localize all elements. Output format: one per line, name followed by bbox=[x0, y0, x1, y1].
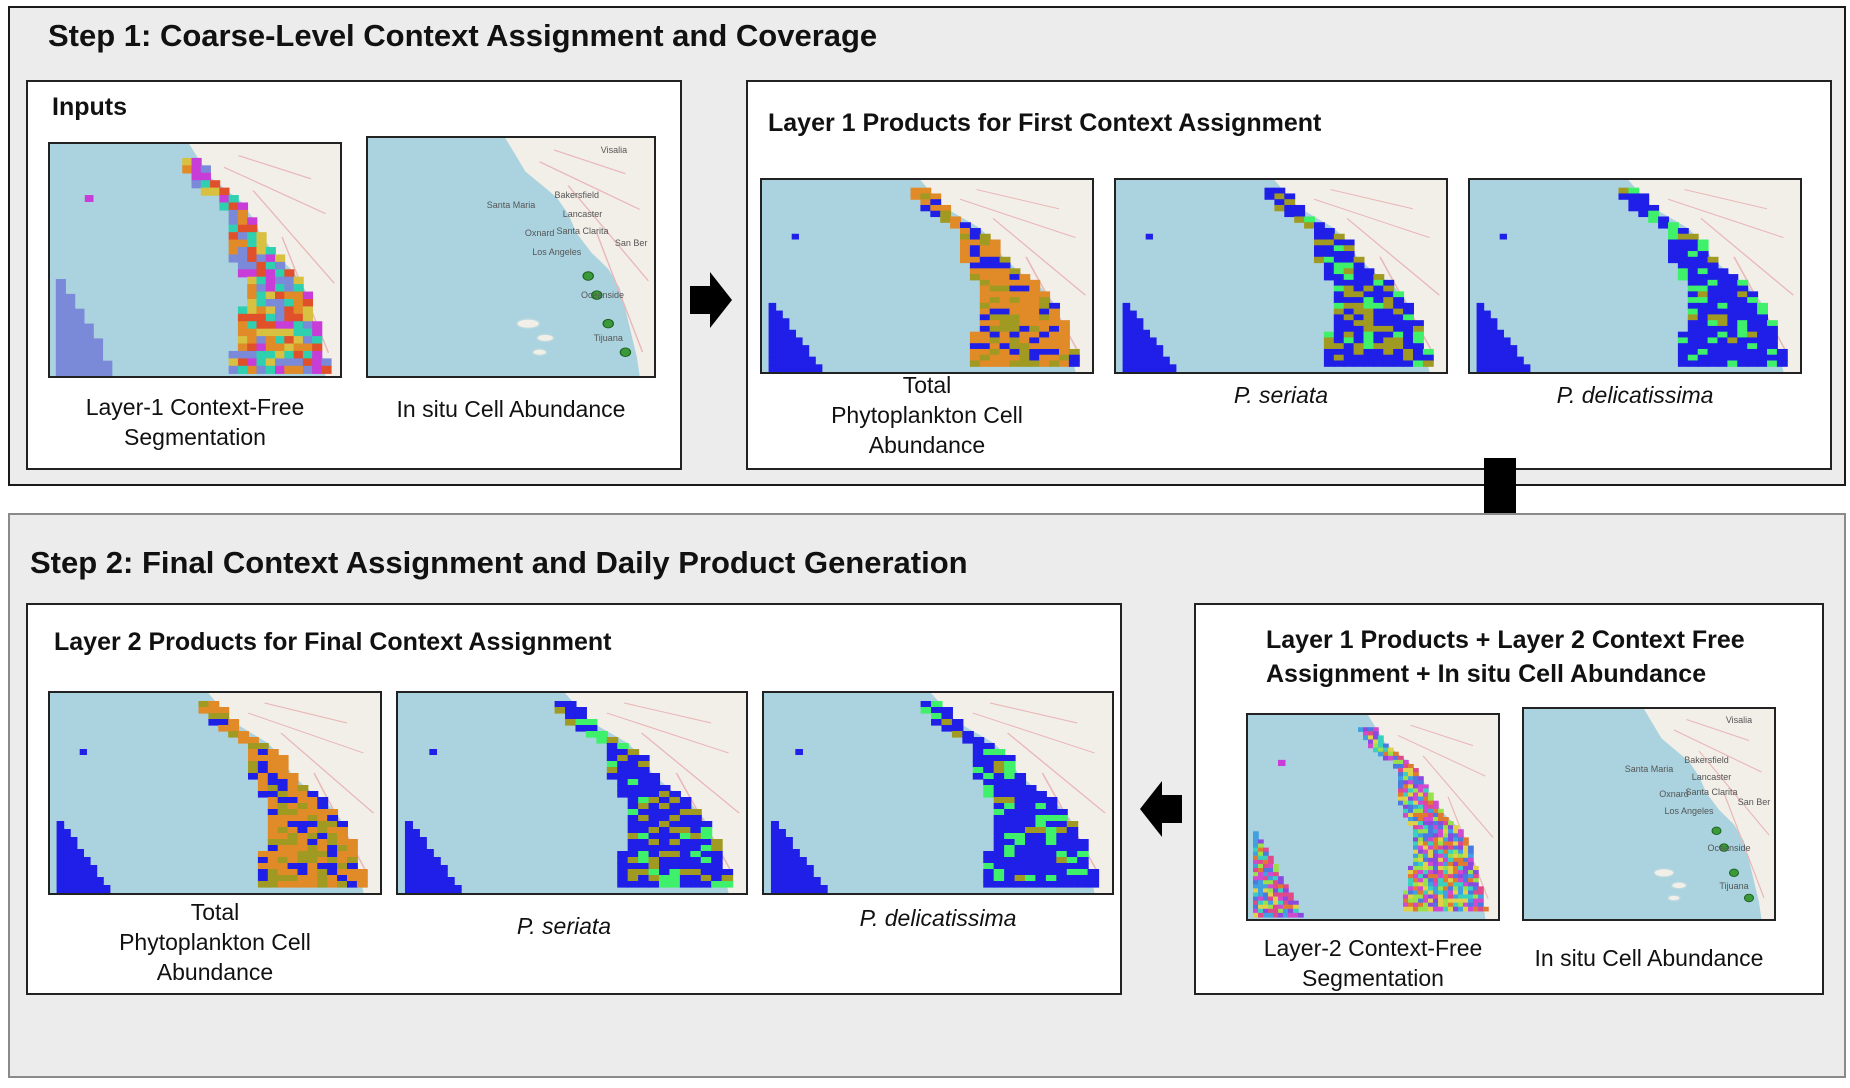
map-place-label: Lancaster bbox=[1691, 772, 1732, 782]
map-place-label: Visalia bbox=[600, 145, 628, 156]
layer1-segmentation-map bbox=[48, 142, 342, 378]
map-place-label: Santa Clarita bbox=[556, 226, 609, 237]
insitu-abundance-map: Visalia Santa Maria Bakersfield Lancaster Ox… bbox=[366, 136, 656, 378]
map-place-label: Oxnard bbox=[1659, 788, 1689, 799]
map-place-label: Oxnard bbox=[524, 228, 555, 239]
map-place-label: Tijuana bbox=[1719, 881, 1749, 892]
step1-title: Step 1: Coarse-Level Context Assignment … bbox=[48, 18, 878, 53]
map-place-label: Los Angeles bbox=[1664, 805, 1714, 816]
layer1-delicatissima-caption: P. delicatissima bbox=[1556, 382, 1714, 408]
map-place-label: San Ber bbox=[614, 237, 648, 248]
layer1-segmentation-caption: Layer-1 Context-Free Segmentation bbox=[85, 394, 305, 450]
layer1-seriata-map bbox=[1114, 178, 1448, 374]
map-place-label: Santa Maria bbox=[486, 199, 536, 210]
layer2-seriata-caption: P. seriata bbox=[516, 913, 612, 939]
insitu-abundance-caption: In situ Cell Abundance bbox=[396, 396, 626, 422]
inputs-panel-title: Inputs bbox=[52, 93, 127, 121]
combined-inputs-panel: Layer 1 Products + Layer 2 Context Free … bbox=[1194, 603, 1824, 995]
layer2-segmentation-caption: Layer-2 Context-Free Segmentation bbox=[1263, 935, 1483, 991]
layer2-products-title: Layer 2 Products for Final Context Assig… bbox=[54, 628, 612, 656]
step2-title: Step 2: Final Context Assignment and Dai… bbox=[30, 545, 968, 580]
layer2-products-panel: Layer 2 Products for Final Context Assig… bbox=[26, 603, 1122, 995]
combined-insitu-abundance-map: Visalia Santa Maria Bakersfield Lancaster Ox… bbox=[1522, 707, 1776, 921]
layer1-total-abundance-caption: Total Phytoplankton Cell Abundance bbox=[831, 372, 1023, 458]
layer2-segmentation-map bbox=[1246, 713, 1500, 921]
map-place-label: Bakersfield bbox=[554, 190, 600, 201]
arrow-right-icon bbox=[686, 270, 736, 330]
map-place-label: Bakersfield bbox=[1684, 755, 1729, 766]
inputs-panel: Inputs Layer-1 Context-Free Segmentation… bbox=[26, 80, 682, 470]
layer2-total-abundance-caption: Total Phytoplankton Cell Abundance bbox=[119, 899, 311, 985]
step2-container: Step 2: Final Context Assignment and Dai… bbox=[8, 513, 1846, 1078]
layer1-delicatissima-map bbox=[1468, 178, 1802, 374]
combined-inputs-title-line2: Assignment + In situ Cell Abundance bbox=[1266, 660, 1707, 688]
map-place-label: Tijuana bbox=[593, 333, 623, 344]
map-place-label: Los Angeles bbox=[532, 247, 582, 258]
map-place-label: Lancaster bbox=[562, 209, 603, 220]
map-place-label: Oceanside bbox=[581, 290, 625, 301]
map-place-label: Oceanside bbox=[1707, 843, 1751, 854]
layer2-delicatissima-map bbox=[762, 691, 1114, 895]
combined-inputs-title-line1: Layer 1 Products + Layer 2 Context Free bbox=[1266, 626, 1745, 654]
step1-container: Step 1: Coarse-Level Context Assignment … bbox=[8, 6, 1846, 486]
layer1-seriata-caption: P. seriata bbox=[1233, 382, 1329, 408]
map-place-label: Santa Maria bbox=[1624, 763, 1674, 774]
layer2-seriata-map bbox=[396, 691, 748, 895]
layer1-products-panel: Layer 1 Products for First Context Assig… bbox=[746, 80, 1832, 470]
arrow-left-icon bbox=[1136, 779, 1186, 839]
map-place-label: San Ber bbox=[1737, 797, 1771, 808]
layer2-total-abundance-map bbox=[48, 691, 382, 895]
layer1-total-abundance-map bbox=[760, 178, 1094, 374]
map-place-label: Visalia bbox=[1725, 715, 1753, 726]
combined-insitu-abundance-caption: In situ Cell Abundance bbox=[1534, 945, 1764, 971]
map-place-label: Santa Clarita bbox=[1685, 786, 1738, 797]
layer1-products-title: Layer 1 Products for First Context Assig… bbox=[768, 109, 1322, 137]
layer2-delicatissima-caption: P. delicatissima bbox=[859, 905, 1017, 931]
